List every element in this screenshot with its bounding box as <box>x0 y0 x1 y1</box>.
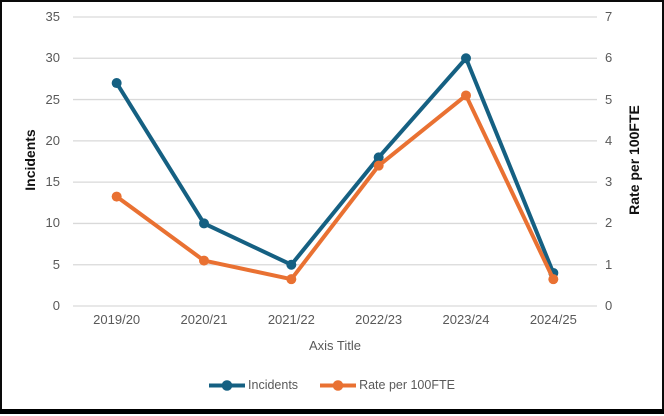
x-axis-category-label: 2023/24 <box>442 312 490 327</box>
series-line <box>114 56 556 275</box>
data-point-marker <box>461 53 471 64</box>
right-axis-tick-label: 4 <box>605 132 613 148</box>
right-axis-tick-label: 1 <box>605 256 613 272</box>
legend-item-incidents: Incidents <box>209 377 298 393</box>
data-point-marker <box>111 78 122 89</box>
frame-border-bottom <box>0 409 664 414</box>
x-axis-category-label: 2019/20 <box>93 312 141 327</box>
right-axis-tick-label: 7 <box>605 9 613 24</box>
right-axis-tick-label: 2 <box>605 215 613 231</box>
x-axis-category-label: 2021/22 <box>267 312 315 327</box>
left-axis-tick-label: 0 <box>52 298 60 313</box>
legend-line-dot-icon <box>320 379 357 391</box>
left-axis-tick-label: 10 <box>45 215 60 231</box>
data-point-marker <box>286 274 297 285</box>
data-point-marker <box>548 274 559 285</box>
legend-item-label: Rate per 100FTE <box>359 378 455 392</box>
data-point-marker <box>286 259 297 270</box>
series-line <box>114 93 556 282</box>
data-point-marker <box>199 218 209 229</box>
left-axis-tick-label: 35 <box>45 9 60 24</box>
x-axis-category-label: 2024/25 <box>529 312 577 327</box>
left-axis-tick-label: 5 <box>52 256 60 272</box>
left-axis-title: Incidents <box>22 129 38 191</box>
x-axis-title: Axis Title <box>308 338 361 353</box>
right-axis-title: Rate per 100FTE <box>626 105 642 215</box>
data-point-marker <box>111 191 122 202</box>
frame-border-right <box>662 0 664 413</box>
data-point-marker <box>373 152 384 163</box>
right-axis-tick-label: 6 <box>605 50 613 66</box>
data-point-marker <box>199 255 209 266</box>
data-point-marker <box>461 90 471 101</box>
right-axis-tick-label: 5 <box>605 91 613 107</box>
left-axis-tick-label: 25 <box>45 91 60 107</box>
left-axis-tick-label: 20 <box>45 132 60 148</box>
frame-border-top <box>0 0 664 2</box>
right-axis-tick-label: 3 <box>605 174 613 190</box>
legend-item-label: Incidents <box>248 378 299 392</box>
frame-border-left <box>0 0 2 413</box>
data-point-marker <box>373 160 384 171</box>
x-axis-category-label: 2022/23 <box>355 312 403 327</box>
right-axis-tick-label: 0 <box>605 298 613 313</box>
legend: Incidents Rate per 100FTE <box>0 377 664 393</box>
left-axis-tick-label: 15 <box>45 174 60 190</box>
left-axis-tick-label: 30 <box>45 50 60 66</box>
legend-item-rate: Rate per 100FTE <box>320 377 455 393</box>
x-axis-category-label: 2020/21 <box>180 312 228 327</box>
legend-line-dot-icon <box>209 379 246 391</box>
